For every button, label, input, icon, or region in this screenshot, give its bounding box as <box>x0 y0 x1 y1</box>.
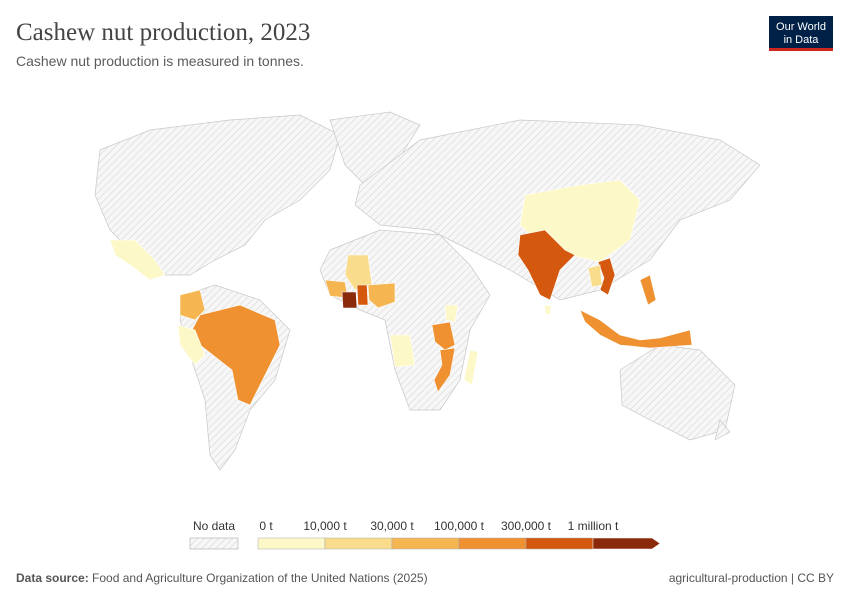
footer-source: Data source: Food and Agriculture Organi… <box>16 571 428 585</box>
legend-box <box>525 537 594 550</box>
subtitle: Cashew nut production is measured in ton… <box>16 53 304 69</box>
kenya <box>444 304 459 323</box>
source-label: Data source: <box>16 571 89 585</box>
australia <box>619 344 736 441</box>
legend-box <box>458 537 527 550</box>
peru <box>177 324 206 366</box>
legend-no-data-box <box>189 537 239 550</box>
tanzania <box>431 321 456 351</box>
madagascar <box>463 349 479 386</box>
angola <box>389 334 416 368</box>
legend: No data 0 t 10,000 t 30,000 t 100,000 t 300,… <box>189 519 661 550</box>
indonesia <box>579 309 693 349</box>
source: Food and Agriculture Organization of the… <box>92 571 428 585</box>
philippines <box>639 274 657 306</box>
legend-arrow <box>592 537 661 550</box>
mexico <box>109 239 166 281</box>
india <box>517 229 576 301</box>
legend-label: 100,000 t <box>434 519 485 533</box>
mozambique <box>433 347 456 393</box>
legend-label: 300,000 t <box>501 519 552 533</box>
legend-label: 1 million t <box>568 519 619 533</box>
africa <box>319 229 491 411</box>
license[interactable]: agricultural-production | CC BY <box>669 571 834 585</box>
title: Cashew nut production, 2023 <box>16 19 310 46</box>
nigeria-benin <box>367 282 396 309</box>
logo-box[interactable] <box>769 16 833 50</box>
cote-divoire <box>341 291 358 309</box>
map <box>94 111 761 471</box>
new-zealand <box>714 419 731 441</box>
legend-label: 0 t <box>259 519 273 533</box>
logo-text[interactable]: Our World <box>776 21 826 33</box>
colombia-venezuela <box>179 289 206 321</box>
logo-underline <box>769 48 833 51</box>
legend-label: 10,000 t <box>303 519 347 533</box>
legend-label: 30,000 t <box>370 519 414 533</box>
logo-text[interactable]: in Data <box>784 34 820 46</box>
vietnam <box>597 257 616 296</box>
thailand-cambodia <box>587 264 603 288</box>
logo[interactable]: Our World in Data <box>769 16 833 51</box>
sri-lanka <box>544 304 552 316</box>
legend-box <box>257 537 326 550</box>
legend-no-data-label: No data <box>193 519 235 533</box>
ghana <box>356 284 369 306</box>
legend-box <box>324 537 393 550</box>
legend-box <box>391 537 460 550</box>
